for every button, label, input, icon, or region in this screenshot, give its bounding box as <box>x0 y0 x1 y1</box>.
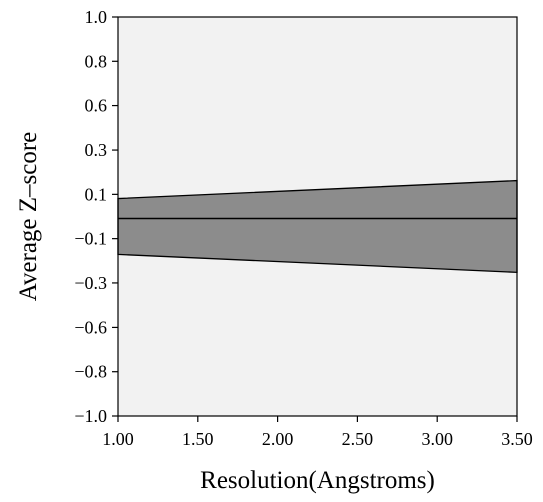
y-axis: 1.0 0.8 0.6 0.3 0.1 −0.1 −0.3 −0.6 −0.8 −1.0 <box>74 7 118 426</box>
y-tick-label: −0.1 <box>74 229 107 249</box>
x-axis: 1.00 1.50 2.00 2.50 3.00 3.50 <box>102 416 533 449</box>
x-tick-label: 3.00 <box>421 429 453 449</box>
y-axis-title: Average Z–score <box>15 132 42 302</box>
y-tick-label: 0.6 <box>85 96 108 116</box>
y-tick-label: 1.0 <box>85 7 108 27</box>
y-tick-label: 0.3 <box>85 140 108 160</box>
y-tick-label: −0.6 <box>74 317 107 337</box>
x-axis-title: Resolution(Angstroms) <box>200 467 435 494</box>
plot-frame <box>117 16 518 417</box>
y-tick-label: −0.3 <box>74 273 107 293</box>
x-tick-label: 2.50 <box>342 429 374 449</box>
x-tick-label: 1.00 <box>102 429 134 449</box>
x-tick-label: 3.50 <box>501 429 533 449</box>
y-tick-label: −1.0 <box>74 406 107 426</box>
y-tick-label: 0.1 <box>85 184 108 204</box>
x-tick-label: 2.00 <box>262 429 294 449</box>
y-tick-label: −0.8 <box>74 362 107 382</box>
y-tick-label: 0.8 <box>85 51 108 71</box>
x-tick-label: 1.50 <box>182 429 214 449</box>
